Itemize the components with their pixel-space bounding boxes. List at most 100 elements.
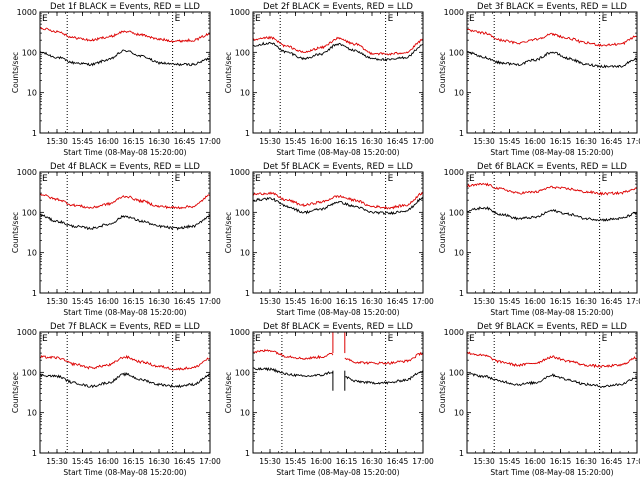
x-tick-label: 16:30 (575, 457, 597, 466)
y-axis-label: Counts/sec (438, 212, 447, 253)
x-tick-label: 16:00 (310, 297, 332, 306)
series-line-events (466, 373, 638, 388)
y-axis-label: Counts/sec (224, 372, 233, 413)
y-tick-label: 100 (449, 208, 464, 217)
x-tick-label: 15:45 (285, 297, 307, 306)
x-tick-label: 17:00 (626, 297, 640, 306)
x-tick-label: 16:15 (123, 297, 145, 306)
y-axis-label: Counts/sec (224, 52, 233, 93)
y-tick-label: 100 (22, 368, 37, 377)
x-tick-label: 16:45 (387, 137, 409, 146)
y-tick-label: 1000 (230, 168, 250, 177)
x-axis-label: Start Time (08-May-08 15:20:00) (63, 148, 186, 157)
panel-title: Det 9f BLACK = Events, RED = LLD (477, 322, 627, 332)
x-tick-label: 16:15 (550, 297, 572, 306)
plot-frame (466, 11, 638, 134)
x-tick-label: 16:15 (550, 137, 572, 146)
x-tick-label: 17:00 (412, 137, 434, 146)
plot-frame (39, 331, 211, 454)
x-axis-label: Start Time (08-May-08 15:20:00) (276, 308, 399, 317)
x-axis-label: Start Time (08-May-08 15:20:00) (490, 308, 613, 317)
x-tick-label: 17:00 (626, 137, 640, 146)
y-tick-label: 10 (454, 409, 464, 418)
y-tick-label: 10 (454, 249, 464, 258)
event-marker-label: E (388, 174, 394, 184)
panel-title: Det 8f BLACK = Events, RED = LLD (263, 322, 413, 332)
x-tick-label: 15:30 (259, 137, 281, 146)
plot-frame (252, 331, 424, 454)
x-tick-label: 15:30 (46, 137, 68, 146)
panel-title: Det 1f BLACK = Events, RED = LLD (50, 2, 200, 12)
x-tick-label: 16:15 (336, 137, 358, 146)
y-tick-label: 10 (240, 409, 250, 418)
chart-panel-2: Det 2f BLACK = Events, RED = LLD 1 10 100 10… (224, 2, 434, 157)
y-axis-label: Counts/sec (11, 212, 20, 253)
y-tick-label: 10 (27, 409, 37, 418)
series-line-lld (252, 348, 424, 365)
panel-title: Det 2f BLACK = Events, RED = LLD (263, 2, 413, 12)
x-tick-label: 17:00 (626, 457, 640, 466)
y-tick-label: 1000 (444, 8, 464, 17)
x-tick-label: 16:00 (524, 297, 546, 306)
x-tick-label: 16:45 (387, 457, 409, 466)
y-tick-label: 100 (235, 208, 250, 217)
y-tick-label: 1000 (230, 8, 250, 17)
x-tick-label: 16:45 (174, 457, 196, 466)
x-tick-label: 16:15 (336, 297, 358, 306)
x-axis-label: Start Time (08-May-08 15:20:00) (276, 148, 399, 157)
y-axis-label: Counts/sec (438, 52, 447, 93)
chart-panel-8: Det 8f BLACK = Events, RED = LLD 1 10 100 10… (224, 322, 434, 477)
y-tick-label: 1 (459, 129, 464, 138)
y-tick-label: 100 (22, 48, 37, 57)
y-axis-label: Counts/sec (438, 372, 447, 413)
series-line-events (252, 367, 424, 385)
y-tick-label: 10 (454, 89, 464, 98)
chart-panel-4: Det 4f BLACK = Events, RED = LLD 1 10 100 10… (11, 162, 221, 317)
x-tick-label: 15:45 (72, 297, 94, 306)
event-marker-label: E (255, 14, 261, 24)
plot-frame (39, 11, 211, 134)
chart-panel-5: Det 5f BLACK = Events, RED = LLD 1 10 100 10… (224, 162, 434, 317)
x-tick-label: 16:45 (601, 137, 623, 146)
x-tick-label: 15:45 (499, 297, 521, 306)
y-tick-label: 10 (27, 89, 37, 98)
x-tick-label: 16:30 (361, 137, 383, 146)
x-tick-label: 16:45 (601, 457, 623, 466)
event-marker-label: E (255, 174, 261, 184)
x-tick-label: 15:30 (259, 457, 281, 466)
y-axis-label: Counts/sec (11, 52, 20, 93)
x-tick-label: 16:00 (97, 297, 119, 306)
y-tick-label: 1 (245, 129, 250, 138)
y-tick-label: 10 (240, 249, 250, 258)
y-tick-label: 100 (22, 208, 37, 217)
event-marker-label: E (602, 14, 608, 24)
plot-frame (252, 11, 424, 134)
series-line-events (40, 214, 211, 231)
y-axis-label: Counts/sec (11, 372, 20, 413)
series-line-events (466, 206, 638, 222)
y-tick-label: 100 (449, 48, 464, 57)
series-line-events (252, 197, 424, 216)
x-tick-label: 15:30 (46, 297, 68, 306)
x-tick-label: 16:00 (310, 457, 332, 466)
x-tick-label: 16:00 (524, 457, 546, 466)
x-tick-label: 16:00 (97, 457, 119, 466)
x-axis-label: Start Time (08-May-08 15:20:00) (490, 148, 613, 157)
series-line-lld (39, 193, 211, 210)
y-tick-label: 100 (449, 368, 464, 377)
x-tick-label: 15:45 (499, 137, 521, 146)
panel-title: Det 6f BLACK = Events, RED = LLD (477, 162, 627, 172)
x-axis-label: Start Time (08-May-08 15:20:00) (63, 468, 186, 477)
series-line-lld (466, 28, 638, 48)
event-marker-label: E (388, 14, 394, 24)
x-tick-label: 16:45 (174, 137, 196, 146)
x-axis-label: Start Time (08-May-08 15:20:00) (490, 468, 613, 477)
event-marker-label: E (42, 334, 48, 344)
x-tick-label: 16:30 (361, 297, 383, 306)
x-tick-label: 16:15 (336, 457, 358, 466)
x-tick-label: 15:30 (473, 457, 495, 466)
y-tick-label: 1 (459, 449, 464, 458)
x-axis-label: Start Time (08-May-08 15:20:00) (63, 308, 186, 317)
x-tick-label: 17:00 (199, 137, 221, 146)
